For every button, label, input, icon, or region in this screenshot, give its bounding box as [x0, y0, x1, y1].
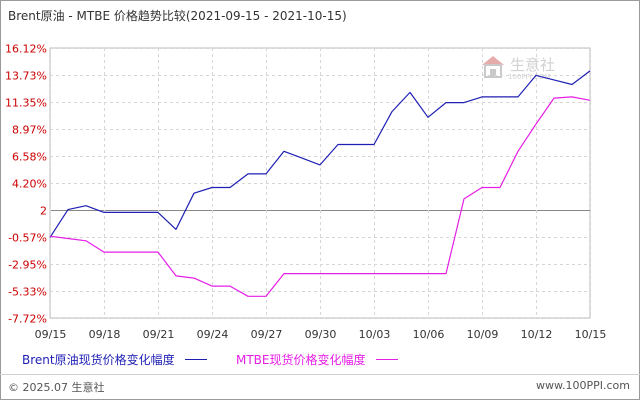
x-tick-label-8: 10/09: [467, 328, 499, 341]
legend: Brent原油现货价格变化幅度 MTBE现货价格变化幅度: [0, 351, 640, 367]
x-tick-label-3: 09/24: [197, 328, 229, 341]
series-line-0: [49, 70, 591, 238]
site-link[interactable]: www.100PPI.com: [536, 379, 630, 392]
y-tick-label-1: 13.73%: [5, 70, 47, 83]
x-tick-label-1: 09/18: [89, 328, 121, 341]
x-axis-ticks: 09/15 09/18 09/21 09/24 09/27 09/30 10/03 10/06…: [35, 328, 607, 341]
legend-label-brent: Brent原油现货价格变化幅度: [22, 353, 175, 367]
series-lines: [49, 70, 591, 297]
x-tick-label-6: 10/03: [359, 328, 391, 341]
grid-lines: [49, 47, 591, 319]
y-tick-label-9: -5.33%: [8, 286, 47, 299]
y-tick-label-3: 8.97%: [12, 124, 47, 137]
y-tick-label-8: -2.95%: [8, 259, 47, 272]
x-tick-label-5: 09/30: [305, 328, 337, 341]
footer: © 2025.07 生意社 www.100PPI.com: [0, 374, 640, 399]
y-tick-label-7: -0.57%: [8, 232, 47, 245]
chart-title: Brent原油 - MTBE 价格趋势比较(2021-09-15 - 2021-…: [8, 9, 347, 23]
copyright-text: © 2025.07 生意社: [8, 381, 105, 394]
x-tick-label-7: 10/06: [413, 328, 445, 341]
legend-label-mtbe: MTBE现货价格变化幅度: [236, 353, 366, 367]
y-tick-label-5: 4.20%: [12, 178, 47, 191]
y-axis-ticks: 16.12% 13.73% 11.35% 8.97% 6.58% 4.20% 2 -0.57%…: [5, 43, 47, 326]
x-tick-label-2: 09/21: [143, 328, 175, 341]
x-tick-label-0: 09/15: [35, 328, 67, 341]
watermark-domain: 100PPI.COM: [508, 73, 551, 81]
x-tick-label-10: 10/15: [575, 328, 607, 341]
legend-item-brent: Brent原油现货价格变化幅度: [22, 351, 207, 368]
x-tick-label-4: 09/27: [251, 328, 283, 341]
x-tick-label-9: 10/12: [521, 328, 553, 341]
legend-item-mtbe: MTBE现货价格变化幅度: [236, 351, 398, 368]
house-icon: [482, 56, 504, 78]
y-tick-label-2: 11.35%: [5, 97, 47, 110]
y-tick-label-0: 16.12%: [5, 43, 47, 56]
legend-swatch-mtbe: [375, 359, 398, 360]
watermark-name: 生意社: [510, 56, 556, 74]
y-tick-label-4: 6.58%: [12, 151, 47, 164]
watermark-logo: 生意社 100PPI.COM: [480, 54, 590, 84]
y-tick-label-10: -7.72%: [8, 313, 47, 326]
legend-swatch-brent: [184, 359, 207, 360]
series-line-1: [49, 96, 591, 297]
y-tick-label-6: 2: [40, 205, 47, 218]
